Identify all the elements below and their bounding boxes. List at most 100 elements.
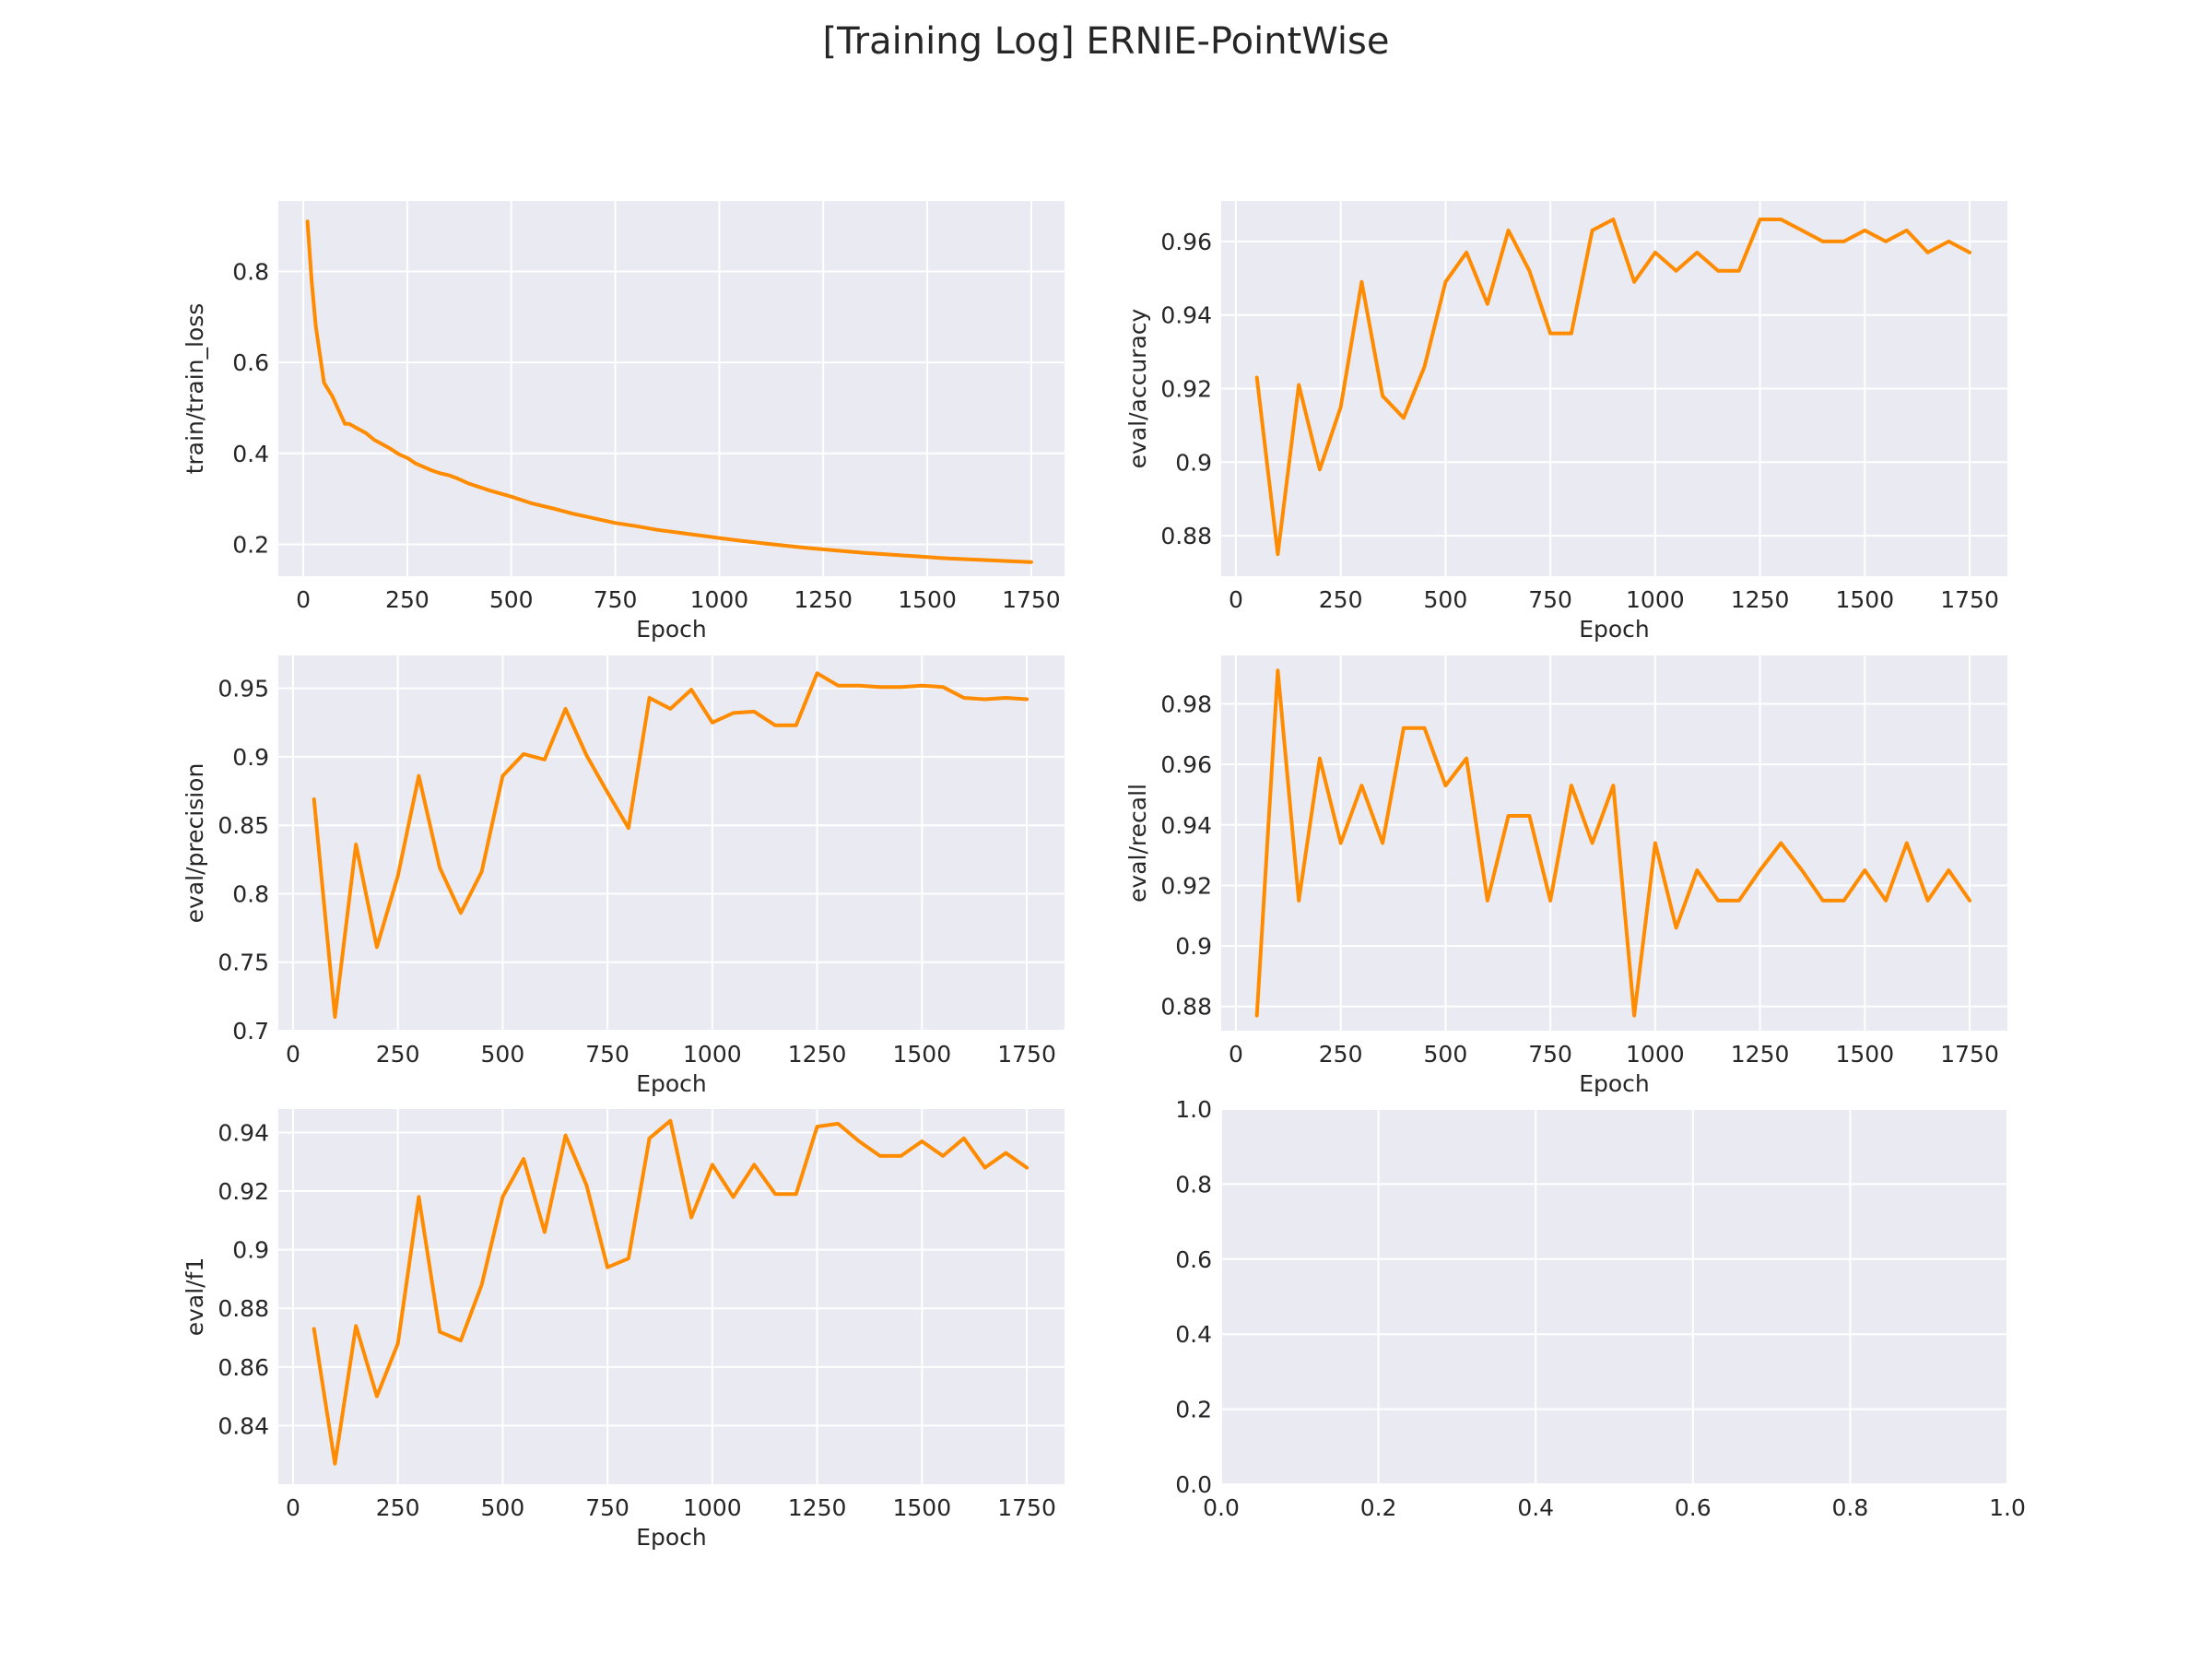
x-tick-label: 0.4 xyxy=(1517,1494,1554,1521)
x-tick-label: 250 xyxy=(376,1041,420,1068)
y-tick-label: 0.7 xyxy=(232,1018,269,1044)
y-tick-label: 1.0 xyxy=(1175,1096,1212,1123)
y-tick-label: 0.98 xyxy=(1160,691,1212,718)
x-axis-label: Epoch xyxy=(636,1070,707,1097)
x-tick-label: 500 xyxy=(481,1494,525,1521)
x-tick-label: 500 xyxy=(481,1041,525,1068)
y-tick-label: 0.92 xyxy=(218,1178,269,1205)
y-tick-label: 0.2 xyxy=(1175,1397,1212,1423)
x-tick-label: 0 xyxy=(286,1494,300,1521)
x-tick-label: 1250 xyxy=(794,586,853,613)
x-tick-label: 250 xyxy=(1319,1041,1363,1068)
y-tick-label: 0.94 xyxy=(218,1119,269,1146)
y-axis-label: eval/accuracy xyxy=(1124,308,1151,468)
x-tick-label: 500 xyxy=(489,586,534,613)
x-tick-label: 0 xyxy=(286,1041,300,1068)
x-tick-label: 1500 xyxy=(893,1041,952,1068)
y-tick-label: 0.86 xyxy=(218,1354,269,1381)
x-tick-label: 1750 xyxy=(1940,586,1999,613)
x-tick-label: 1500 xyxy=(893,1494,952,1521)
axes-background xyxy=(278,655,1065,1031)
y-tick-label: 0.92 xyxy=(1160,376,1212,403)
x-tick-label: 500 xyxy=(1424,586,1468,613)
x-tick-label: 0.8 xyxy=(1832,1494,1869,1521)
x-tick-label: 1000 xyxy=(1626,586,1685,613)
x-tick-label: 1750 xyxy=(1002,586,1061,613)
x-tick-label: 0 xyxy=(296,586,311,613)
y-tick-label: 0.2 xyxy=(232,531,269,558)
subplot-5: 0 250 500 750 1000 1250 1500 1750 0.84 0.86 0.88 0.… xyxy=(182,1109,1065,1551)
x-tick-label: 1500 xyxy=(1836,586,1895,613)
subplot-2: 0 250 500 750 1000 1250 1500 1750 0.88 0.9 0.92 0.9… xyxy=(1124,201,2007,643)
y-tick-label: 0.4 xyxy=(1175,1321,1212,1348)
x-tick-label: 0.6 xyxy=(1675,1494,1712,1521)
x-tick-label: 1750 xyxy=(1940,1041,1999,1068)
y-tick-label: 0.8 xyxy=(232,880,269,907)
y-tick-label: 0.88 xyxy=(1160,994,1212,1021)
y-tick-label: 0.96 xyxy=(1160,751,1212,778)
y-tick-label: 0.88 xyxy=(1160,523,1212,549)
y-tick-label: 0.96 xyxy=(1160,229,1212,255)
y-axis-label: eval/f1 xyxy=(182,1257,208,1337)
series-line xyxy=(305,219,1033,564)
x-tick-label: 250 xyxy=(1319,586,1363,613)
y-tick-label: 0.8 xyxy=(232,258,269,285)
y-tick-label: 0.6 xyxy=(1175,1246,1212,1273)
y-tick-label: 0.85 xyxy=(218,812,269,839)
y-tick-label: 0.95 xyxy=(218,676,269,702)
figure-title: [Training Log] ERNIE-PointWise xyxy=(822,20,1390,63)
series-line xyxy=(1254,668,1972,1018)
x-tick-label: 1250 xyxy=(788,1494,847,1521)
x-tick-label: 750 xyxy=(1528,586,1572,613)
axes-background xyxy=(1221,655,2007,1031)
axes-background xyxy=(278,1109,1065,1484)
series-line xyxy=(312,671,1030,1020)
y-tick-label: 0.9 xyxy=(1175,449,1212,476)
x-tick-label: 0.0 xyxy=(1203,1494,1240,1521)
x-tick-label: 0.2 xyxy=(1360,1494,1397,1521)
x-tick-label: 750 xyxy=(1528,1041,1572,1068)
x-tick-label: 1000 xyxy=(690,586,749,613)
y-tick-label: 0.84 xyxy=(218,1412,269,1439)
y-tick-label: 0.8 xyxy=(1175,1171,1212,1198)
x-tick-label: 1000 xyxy=(683,1041,742,1068)
x-tick-label: 1250 xyxy=(1731,586,1790,613)
x-axis-label: Epoch xyxy=(1579,1070,1650,1097)
x-tick-label: 500 xyxy=(1424,1041,1468,1068)
x-tick-label: 1500 xyxy=(1836,1041,1895,1068)
x-tick-label: 1750 xyxy=(997,1041,1056,1068)
x-tick-label: 1000 xyxy=(683,1494,742,1521)
x-tick-label: 750 xyxy=(585,1494,629,1521)
x-tick-label: 0 xyxy=(1229,586,1243,613)
x-axis-label: Epoch xyxy=(636,616,707,643)
x-tick-label: 250 xyxy=(385,586,429,613)
subplot-6: 0.0 0.2 0.4 0.6 0.8 1.0 0.0 0.2 0.4 0.6 0.8 1.0 xyxy=(1175,1096,2026,1521)
axes-background xyxy=(1221,1109,2007,1484)
x-tick-label: 1250 xyxy=(1731,1041,1790,1068)
y-tick-label: 0.75 xyxy=(218,950,269,976)
y-tick-label: 0.9 xyxy=(232,1237,269,1264)
x-tick-label: 1750 xyxy=(997,1494,1056,1521)
y-tick-label: 0.94 xyxy=(1160,302,1212,329)
axes-background xyxy=(278,201,1065,576)
y-tick-label: 0.4 xyxy=(232,441,269,467)
y-axis-label: train/train_loss xyxy=(182,303,208,475)
y-axis-label: eval/recall xyxy=(1124,784,1151,903)
x-tick-label: 250 xyxy=(376,1494,420,1521)
y-tick-label: 0.9 xyxy=(1175,933,1212,960)
x-axis-label: Epoch xyxy=(636,1524,707,1551)
y-tick-label: 0.94 xyxy=(1160,812,1212,839)
subplot-4: 0 250 500 750 1000 1250 1500 1750 0.88 0.9 0.92 0.9… xyxy=(1124,655,2007,1097)
series-line xyxy=(1254,218,1972,557)
y-tick-label: 0.9 xyxy=(232,744,269,771)
y-tick-label: 0.92 xyxy=(1160,872,1212,899)
x-tick-label: 1500 xyxy=(898,586,957,613)
y-tick-label: 0.6 xyxy=(232,349,269,376)
subplot-3: 0 250 500 750 1000 1250 1500 1750 0.7 0.75 0.8 0.85… xyxy=(182,655,1065,1097)
x-tick-label: 750 xyxy=(594,586,638,613)
x-tick-label: 1000 xyxy=(1626,1041,1685,1068)
x-tick-label: 0 xyxy=(1229,1041,1243,1068)
x-tick-label: 750 xyxy=(585,1041,629,1068)
